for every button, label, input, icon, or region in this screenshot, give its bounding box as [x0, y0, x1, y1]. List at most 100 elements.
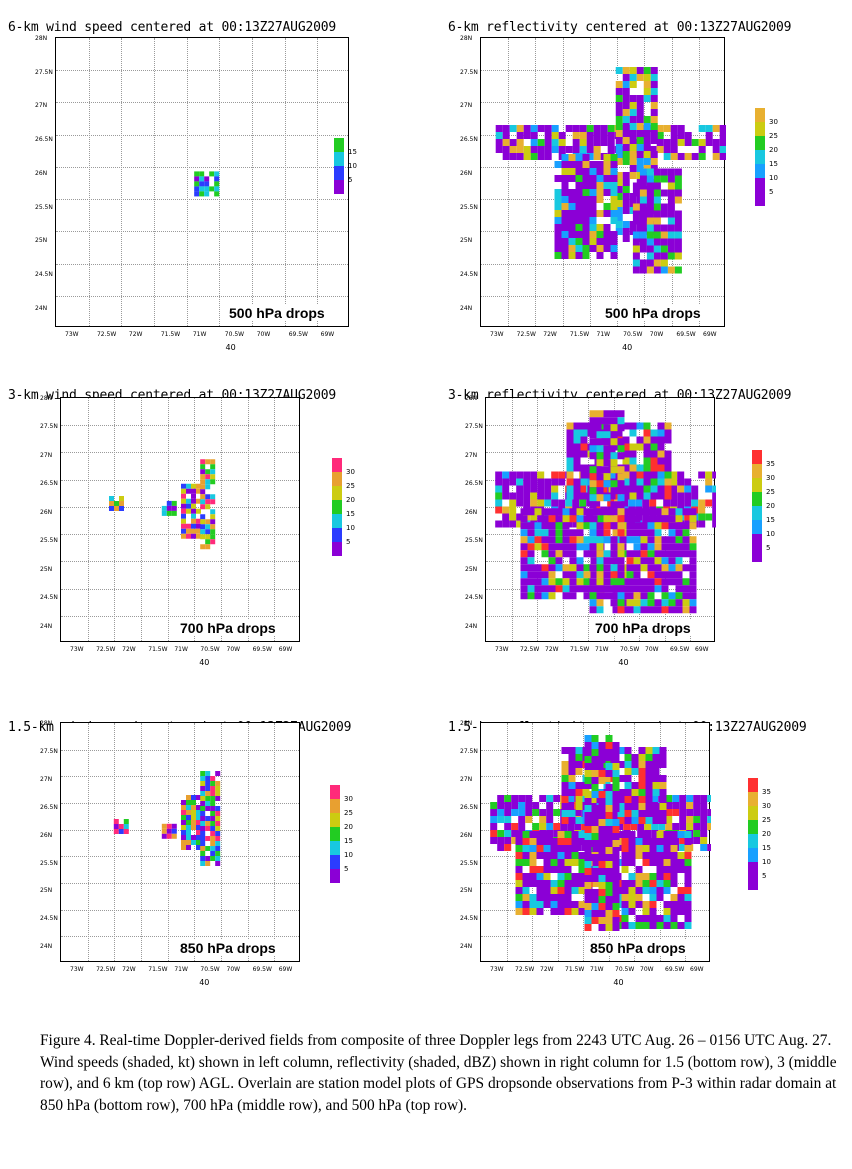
field-cell — [659, 796, 667, 803]
field-cell — [205, 771, 211, 776]
y-tick-label: 25.5N — [460, 203, 478, 211]
field-cell — [161, 828, 167, 834]
field-cell — [653, 259, 661, 267]
field-cell — [555, 578, 563, 586]
field-cell — [561, 810, 569, 817]
field-cell — [700, 816, 708, 823]
field-cell — [196, 830, 201, 835]
field-cell — [568, 175, 576, 182]
field-cell — [631, 761, 639, 768]
field-cell — [610, 522, 618, 530]
field-cell — [629, 478, 637, 486]
field-cell — [582, 252, 590, 259]
field-cell — [534, 564, 542, 572]
field-cell — [594, 422, 602, 430]
field-cell — [603, 571, 611, 579]
field-cell — [639, 189, 647, 197]
field-cell — [654, 550, 662, 558]
field-cell — [605, 826, 613, 833]
field-cell — [596, 161, 604, 168]
field-cell — [527, 564, 535, 572]
field-cell — [646, 182, 654, 190]
field-cell — [555, 550, 563, 558]
grid-line-vertical — [141, 723, 142, 961]
field-cell — [546, 795, 554, 802]
field-cell — [631, 810, 639, 817]
field-cell — [589, 487, 597, 495]
field-cell — [649, 859, 657, 866]
field-cell — [607, 139, 615, 146]
field-cell — [693, 802, 701, 809]
field-cell — [576, 585, 584, 593]
field-cell — [612, 805, 620, 812]
field-cell — [667, 245, 675, 253]
field-cell — [640, 592, 648, 600]
field-cell — [502, 139, 510, 146]
field-cell — [650, 471, 658, 479]
colorbar-label: 15 — [762, 844, 771, 852]
field-cell — [596, 417, 604, 425]
field-cell — [584, 903, 592, 910]
field-cell — [705, 471, 713, 479]
field-cell — [580, 464, 588, 472]
field-cell — [603, 424, 611, 432]
field-cell — [196, 528, 201, 534]
field-cell — [689, 550, 697, 558]
field-cell — [605, 805, 613, 812]
field-cell — [591, 875, 599, 882]
field-cell — [649, 894, 657, 901]
field-cell — [530, 513, 538, 521]
field-cell — [598, 749, 606, 756]
field-cell — [656, 852, 664, 859]
field-cell — [668, 550, 676, 558]
field-cell — [621, 499, 629, 507]
grid-line-vertical — [167, 723, 169, 961]
field-cell — [617, 810, 625, 817]
field-cell — [200, 851, 206, 856]
field-cell — [589, 501, 597, 509]
field-cell — [522, 838, 530, 845]
field-cell — [571, 859, 579, 866]
field-cell — [568, 245, 576, 252]
field-cell — [572, 146, 580, 153]
field-cell — [615, 172, 623, 179]
field-cell — [664, 422, 672, 430]
field-cell — [670, 471, 678, 479]
field-cell — [610, 480, 618, 488]
field-cell — [598, 742, 606, 749]
field-cell — [682, 592, 690, 600]
field-cell — [610, 161, 618, 168]
field-cell — [689, 571, 697, 579]
field-cell — [598, 770, 606, 777]
field-cell — [677, 901, 685, 908]
y-tick-label: 27N — [35, 102, 48, 110]
field-cell — [689, 515, 697, 523]
field-cell — [543, 852, 551, 859]
field-cell — [504, 809, 512, 816]
field-cell — [548, 557, 556, 565]
field-cell — [684, 866, 692, 873]
colorbar-label: 35 — [762, 788, 771, 796]
field-cell — [534, 529, 542, 537]
field-cell — [529, 880, 537, 887]
field-cell — [509, 513, 517, 521]
field-cell — [684, 859, 692, 866]
field-cell — [589, 550, 597, 558]
field-cell — [633, 557, 641, 565]
field-cell — [670, 873, 678, 880]
field-cell — [656, 873, 664, 880]
field-cell — [553, 795, 561, 802]
field-cell — [109, 496, 114, 501]
field-cell — [689, 606, 697, 614]
colorbar-label: 25 — [762, 816, 771, 824]
field-cell — [520, 515, 528, 523]
field-cell — [537, 471, 545, 479]
field-cell — [643, 422, 651, 430]
grid-line-horizontal — [481, 102, 724, 104]
field-cell — [566, 464, 574, 472]
field-cell — [682, 522, 690, 530]
field-cell — [210, 801, 216, 806]
field-cell — [589, 599, 597, 607]
field-cell — [569, 529, 577, 537]
field-cell — [200, 836, 206, 841]
